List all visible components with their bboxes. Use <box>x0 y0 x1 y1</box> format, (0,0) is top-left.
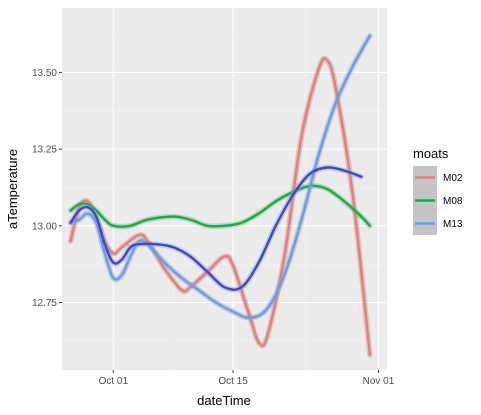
legend-item-m13: M13 <box>413 212 463 235</box>
y-tick-label: 13.00 <box>32 221 57 232</box>
y-axis-title: aTemperature <box>5 149 20 229</box>
x-tick-label: Oct 01 <box>99 376 129 387</box>
y-tick-label: 12.75 <box>32 298 57 309</box>
x-tick-label: Oct 15 <box>218 376 248 387</box>
x-tick-label: Nov 01 <box>363 376 395 387</box>
grid-lines <box>62 8 387 370</box>
legend-item-m08: M08 <box>413 189 463 212</box>
legend-keys: M02 M08 M13 <box>413 166 463 235</box>
y-axis: 12.75 13.00 13.25 13.50 <box>32 68 62 309</box>
legend: moats M02 M08 M13 <box>413 146 463 235</box>
legend-label: M08 <box>443 196 463 207</box>
series-line-m08 <box>69 184 372 228</box>
x-axis-title: dateTime <box>197 393 251 408</box>
y-tick-label: 13.50 <box>32 68 57 79</box>
series-line-unlabeled <box>69 166 363 291</box>
legend-label: M13 <box>443 219 463 230</box>
series-line-m13 <box>69 34 372 320</box>
series-lines <box>67 32 373 358</box>
legend-item-m02: M02 <box>413 166 463 189</box>
legend-label: M02 <box>443 173 463 184</box>
plot-panel <box>62 8 387 370</box>
y-tick-label: 13.25 <box>32 145 57 156</box>
legend-title: moats <box>413 146 449 161</box>
panel-background <box>62 8 387 370</box>
x-axis: Oct 01 Oct 15 Nov 01 <box>99 370 395 387</box>
series-line-m02 <box>69 57 372 356</box>
